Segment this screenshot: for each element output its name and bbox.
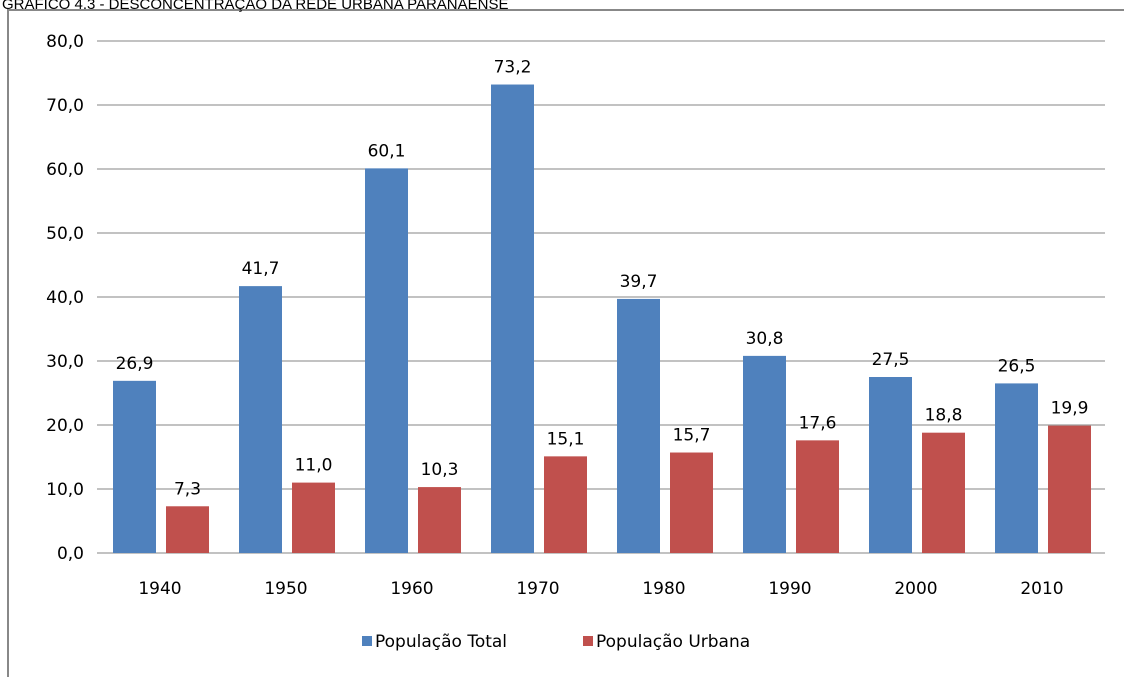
x-tick-label: 1970: [516, 579, 559, 599]
x-tick-label: 1940: [138, 579, 181, 599]
bar: [869, 377, 912, 553]
bar: [365, 168, 408, 554]
bar: [239, 286, 282, 553]
bar: [1048, 425, 1091, 553]
chart-title: GRÁFICO 4.3 - DESCONCENTRAÇÃO DA REDE UR…: [2, 0, 509, 13]
legend-swatch: [362, 636, 372, 646]
data-label: 10,3: [421, 460, 459, 480]
x-tick-label: 2000: [894, 579, 937, 599]
bar: [995, 383, 1038, 553]
bar: [292, 482, 335, 553]
bar: [922, 432, 965, 553]
data-label: 7,3: [174, 479, 201, 499]
y-tick-label: 70,0: [46, 96, 84, 116]
x-tick-label: 1990: [768, 579, 811, 599]
data-label: 26,5: [998, 356, 1036, 376]
y-tick-label: 60,0: [46, 160, 84, 180]
y-tick-label: 20,0: [46, 416, 84, 436]
bar: [796, 440, 839, 553]
data-label: 41,7: [242, 259, 280, 279]
bar: [166, 506, 209, 553]
data-label: 18,8: [925, 406, 963, 426]
data-label: 60,1: [368, 141, 406, 161]
data-label: 27,5: [872, 350, 910, 370]
y-tick-label: 80,0: [46, 32, 84, 52]
legend-label: População Urbana: [596, 632, 750, 652]
data-label: 17,6: [799, 413, 837, 433]
data-label: 15,1: [547, 429, 585, 449]
bar: [491, 84, 534, 554]
bar: [743, 355, 786, 553]
data-label: 15,7: [673, 426, 711, 446]
y-tick-label: 40,0: [46, 288, 84, 308]
x-tick-label: 2010: [1020, 579, 1063, 599]
y-tick-label: 30,0: [46, 352, 84, 372]
data-label: 39,7: [620, 272, 658, 292]
bar: [544, 456, 587, 553]
bar: [418, 487, 461, 553]
y-tick-label: 0,0: [57, 544, 84, 564]
y-tick-label: 50,0: [46, 224, 84, 244]
x-tick-label: 1980: [642, 579, 685, 599]
data-label: 73,2: [494, 58, 532, 78]
bar: [113, 380, 156, 553]
data-label: 19,9: [1051, 399, 1089, 419]
x-tick-label: 1950: [264, 579, 307, 599]
x-tick-label: 1960: [390, 579, 433, 599]
legend-label: População Total: [375, 632, 507, 652]
bar: [617, 298, 660, 553]
legend-swatch: [583, 636, 593, 646]
bar: [670, 452, 713, 553]
data-label: 11,0: [295, 456, 333, 476]
chart-frame: [7, 9, 1124, 677]
data-label: 30,8: [746, 329, 784, 349]
data-label: 26,9: [116, 354, 154, 374]
y-tick-label: 10,0: [46, 480, 84, 500]
